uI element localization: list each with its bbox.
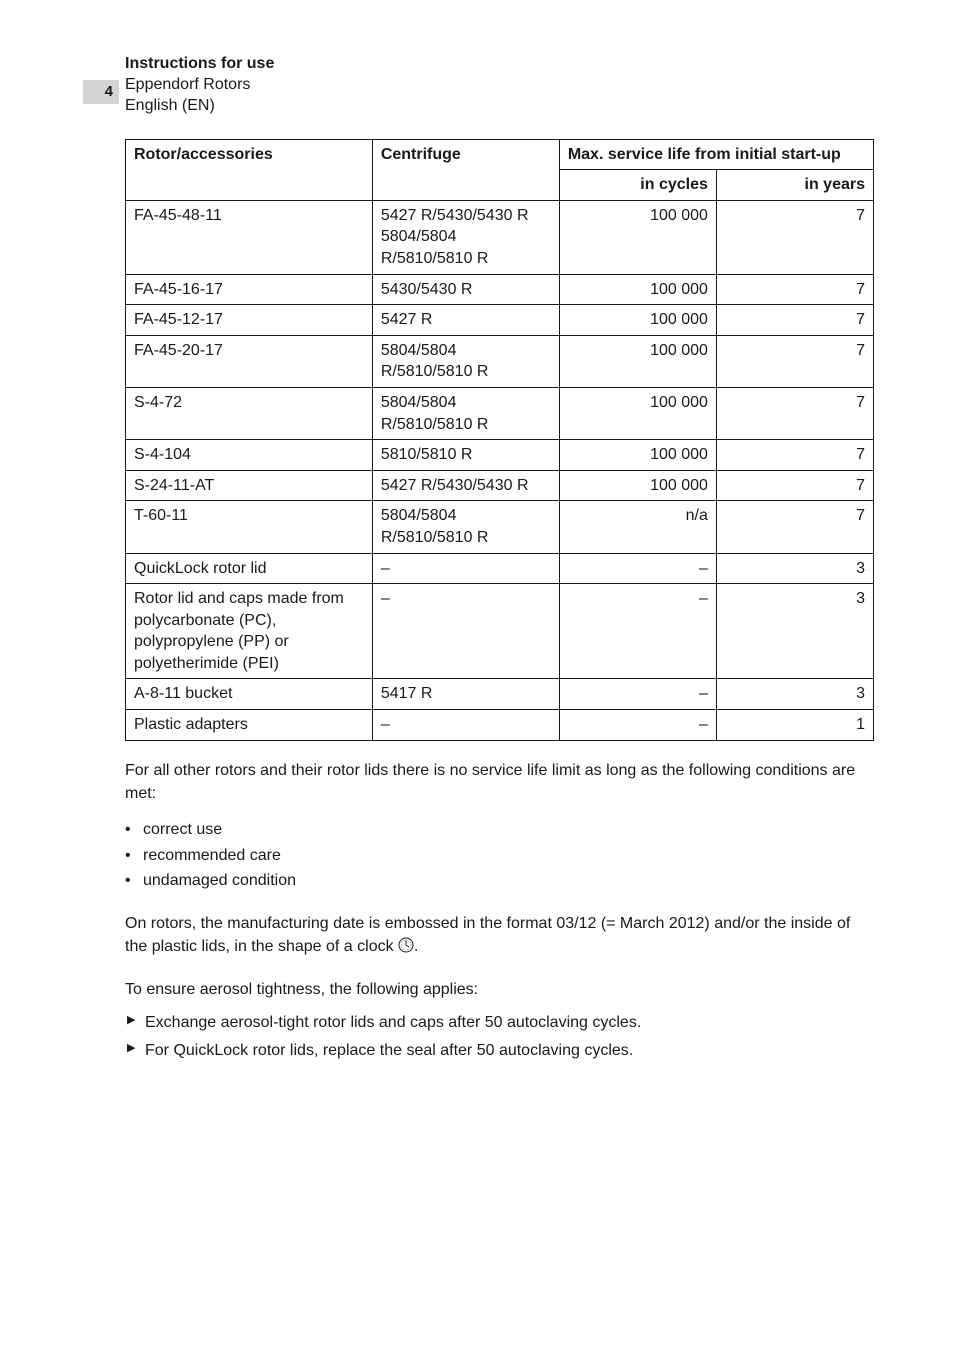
cell-years: 7 xyxy=(716,501,873,553)
cell-rotor: FA-45-12-17 xyxy=(126,305,373,336)
cell-years: 7 xyxy=(716,200,873,274)
cell-cycles: – xyxy=(559,584,716,679)
table-row: QuickLock rotor lid––3 xyxy=(126,553,874,584)
col-centrifuge: Centrifuge xyxy=(372,139,559,200)
cell-cycles: – xyxy=(559,553,716,584)
cell-rotor: Rotor lid and caps made from polycarbona… xyxy=(126,584,373,679)
table-row: Rotor lid and caps made from polycarbona… xyxy=(126,584,874,679)
col-max-span: Max. service life from initial start-up xyxy=(559,139,873,170)
col-in-years: in years xyxy=(716,170,873,201)
cell-cycles: 100 000 xyxy=(559,274,716,305)
list-item: undamaged condition xyxy=(125,868,874,894)
cell-rotor: FA-45-20-17 xyxy=(126,335,373,387)
cell-centrifuge: – xyxy=(372,584,559,679)
cell-rotor: A-8-11 bucket xyxy=(126,679,373,710)
clock-icon xyxy=(398,937,414,960)
list-item: recommended care xyxy=(125,843,874,869)
cell-rotor: Plastic adapters xyxy=(126,710,373,741)
table-row: FA-45-12-175427 R100 0007 xyxy=(126,305,874,336)
cell-cycles: 100 000 xyxy=(559,335,716,387)
table-row: A-8-11 bucket5417 R–3 xyxy=(126,679,874,710)
cell-centrifuge: 5427 R/5430/5430 R 5804/5804 R/5810/5810… xyxy=(372,200,559,274)
para2-text-b: . xyxy=(414,938,418,955)
table-row: Plastic adapters––1 xyxy=(126,710,874,741)
cell-centrifuge: 5430/5430 R xyxy=(372,274,559,305)
cell-years: 7 xyxy=(716,387,873,439)
cell-years: 7 xyxy=(716,305,873,336)
cell-years: 3 xyxy=(716,553,873,584)
table-row: S-4-1045810/5810 R100 0007 xyxy=(126,440,874,471)
cell-rotor: S-24-11-AT xyxy=(126,470,373,501)
header-sub-1: Eppendorf Rotors xyxy=(125,75,874,96)
cell-centrifuge: 5804/5804 R/5810/5810 R xyxy=(372,387,559,439)
cell-rotor: QuickLock rotor lid xyxy=(126,553,373,584)
paragraph-3: To ensure aerosol tightness, the followi… xyxy=(125,978,874,1001)
cell-years: 3 xyxy=(716,679,873,710)
cell-cycles: n/a xyxy=(559,501,716,553)
cell-rotor: S-4-104 xyxy=(126,440,373,471)
document-header: Instructions for use Eppendorf Rotors En… xyxy=(125,55,874,117)
cell-centrifuge: 5804/5804 R/5810/5810 R xyxy=(372,501,559,553)
cell-years: 7 xyxy=(716,470,873,501)
table-row: FA-45-48-115427 R/5430/5430 R 5804/5804 … xyxy=(126,200,874,274)
list-item: Exchange aerosol-tight rotor lids and ca… xyxy=(125,1009,874,1036)
cell-cycles: 100 000 xyxy=(559,305,716,336)
service-life-table: Rotor/accessories Centrifuge Max. servic… xyxy=(125,139,874,741)
cell-rotor: T-60-11 xyxy=(126,501,373,553)
table-row: T-60-115804/5804 R/5810/5810 Rn/a7 xyxy=(126,501,874,553)
arrow-list: Exchange aerosol-tight rotor lids and ca… xyxy=(125,1009,874,1063)
paragraph-2: On rotors, the manufacturing date is emb… xyxy=(125,912,874,960)
table-row: S-24-11-AT5427 R/5430/5430 R100 0007 xyxy=(126,470,874,501)
header-sub-2: English (EN) xyxy=(125,96,874,117)
cell-years: 7 xyxy=(716,440,873,471)
col-in-cycles: in cycles xyxy=(559,170,716,201)
cell-centrifuge: – xyxy=(372,710,559,741)
bullet-list: correct userecommended careundamaged con… xyxy=(125,817,874,894)
table-row: S-4-725804/5804 R/5810/5810 R100 0007 xyxy=(126,387,874,439)
cell-cycles: 100 000 xyxy=(559,200,716,274)
cell-years: 7 xyxy=(716,335,873,387)
col-rotor: Rotor/accessories xyxy=(126,139,373,200)
cell-cycles: 100 000 xyxy=(559,470,716,501)
cell-rotor: FA-45-48-11 xyxy=(126,200,373,274)
cell-rotor: FA-45-16-17 xyxy=(126,274,373,305)
page-number: 4 xyxy=(83,80,119,104)
cell-years: 1 xyxy=(716,710,873,741)
para2-text-a: On rotors, the manufacturing date is emb… xyxy=(125,915,850,955)
table-body: FA-45-48-115427 R/5430/5430 R 5804/5804 … xyxy=(126,200,874,740)
header-title: Instructions for use xyxy=(125,55,874,73)
cell-cycles: – xyxy=(559,679,716,710)
cell-rotor: S-4-72 xyxy=(126,387,373,439)
table-row: FA-45-16-175430/5430 R100 0007 xyxy=(126,274,874,305)
cell-years: 7 xyxy=(716,274,873,305)
table-row: FA-45-20-175804/5804 R/5810/5810 R100 00… xyxy=(126,335,874,387)
list-item: correct use xyxy=(125,817,874,843)
cell-centrifuge: – xyxy=(372,553,559,584)
cell-cycles: 100 000 xyxy=(559,387,716,439)
cell-years: 3 xyxy=(716,584,873,679)
cell-centrifuge: 5810/5810 R xyxy=(372,440,559,471)
cell-centrifuge: 5804/5804 R/5810/5810 R xyxy=(372,335,559,387)
cell-centrifuge: 5427 R xyxy=(372,305,559,336)
cell-cycles: 100 000 xyxy=(559,440,716,471)
list-item: For QuickLock rotor lids, replace the se… xyxy=(125,1037,874,1064)
cell-cycles: – xyxy=(559,710,716,741)
cell-centrifuge: 5427 R/5430/5430 R xyxy=(372,470,559,501)
cell-centrifuge: 5417 R xyxy=(372,679,559,710)
paragraph-1: For all other rotors and their rotor lid… xyxy=(125,759,874,805)
